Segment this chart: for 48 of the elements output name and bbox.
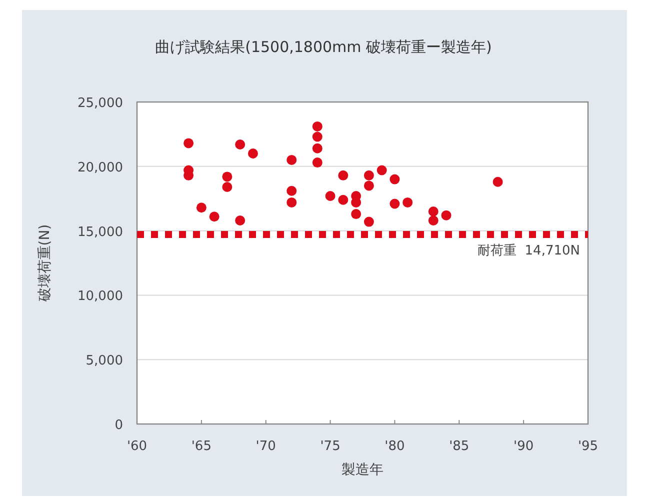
y-tick-label: 20,000 <box>78 160 123 176</box>
y-tick-label: 0 <box>114 418 123 433</box>
point <box>209 212 220 222</box>
point <box>351 209 362 220</box>
x-tick-label: '90 <box>514 439 534 454</box>
x-tick-label: '95 <box>578 439 598 454</box>
point <box>376 165 387 176</box>
point <box>492 176 503 187</box>
y-tick-label: 25,000 <box>78 96 123 111</box>
point <box>312 158 322 168</box>
point <box>364 180 374 191</box>
point <box>235 215 246 226</box>
point <box>364 170 374 180</box>
point <box>312 143 322 154</box>
point <box>312 132 322 142</box>
point <box>286 186 297 196</box>
x-tick-label: '75 <box>320 439 340 454</box>
y-tick-label: 15,000 <box>78 224 123 240</box>
x-tick-label: '80 <box>384 439 405 454</box>
x-axis-title: 製造年 <box>342 462 384 478</box>
point <box>428 206 438 216</box>
point <box>222 172 232 182</box>
y-tick-label: 10,000 <box>78 289 123 304</box>
point <box>402 197 413 208</box>
point <box>312 121 322 132</box>
ref-line-label: 耐荷重 14,710N <box>478 244 580 259</box>
point <box>235 140 246 150</box>
point <box>196 202 206 213</box>
x-tick-label: '85 <box>449 439 470 454</box>
point <box>286 154 297 165</box>
point <box>184 138 194 148</box>
x-tick-label: '65 <box>191 439 212 454</box>
point <box>286 197 297 208</box>
point <box>364 216 374 227</box>
x-tick-label: '60 <box>126 439 148 454</box>
point <box>338 194 348 205</box>
y-tick-label: 5,000 <box>86 354 123 369</box>
y-axis-title: 破壊荷重(N) <box>37 224 53 303</box>
point <box>441 210 452 220</box>
point <box>325 191 336 202</box>
point <box>390 198 400 209</box>
chart-title: 曲げ試験結果(1500,1800mm 破壊荷重ー製造年) <box>155 38 492 56</box>
x-tick-label: '70 <box>256 439 276 454</box>
point <box>222 182 232 192</box>
point <box>390 174 400 184</box>
point <box>428 215 438 226</box>
point <box>248 148 258 159</box>
point <box>338 170 348 180</box>
